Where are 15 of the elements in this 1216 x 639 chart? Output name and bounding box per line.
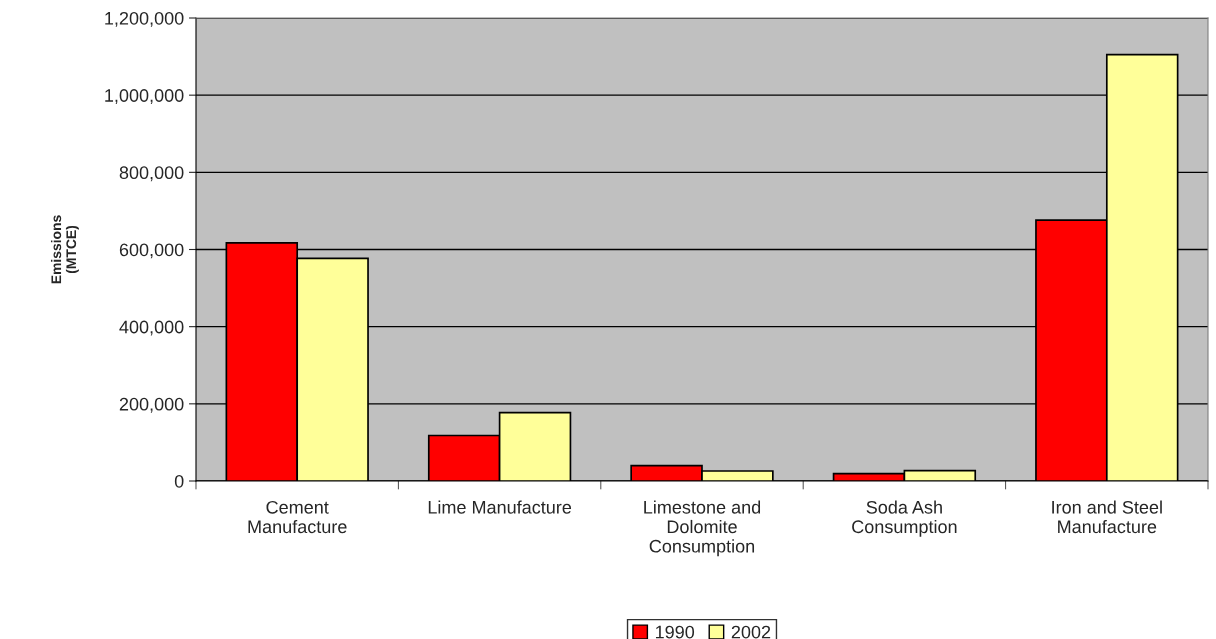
x-tick-label: Limestone and Dolomite Consumption xyxy=(644,500,761,557)
y-tick-label: 800,000 xyxy=(119,166,184,182)
x-tick-label: Iron and Steel Manufacture xyxy=(1052,500,1162,534)
x-tick-label: Lime Manufacture xyxy=(428,500,572,514)
legend-label: 1990 xyxy=(655,625,695,639)
y-tick-label: 200,000 xyxy=(119,397,184,413)
y-tick-label: 1,000,000 xyxy=(105,89,184,105)
y-tick-label: 1,200,000 xyxy=(105,11,184,27)
x-tick-label: Cement Manufacture xyxy=(248,500,347,534)
y-tick-label: 0 xyxy=(174,474,184,488)
y-axis-title: Emissions (MTCE) xyxy=(50,215,79,284)
y-tick-label: 600,000 xyxy=(119,243,184,259)
y-tick-label: 400,000 xyxy=(119,320,184,336)
x-tick-label: Soda Ash Consumption xyxy=(852,500,957,537)
legend-label: 2002 xyxy=(731,625,771,639)
